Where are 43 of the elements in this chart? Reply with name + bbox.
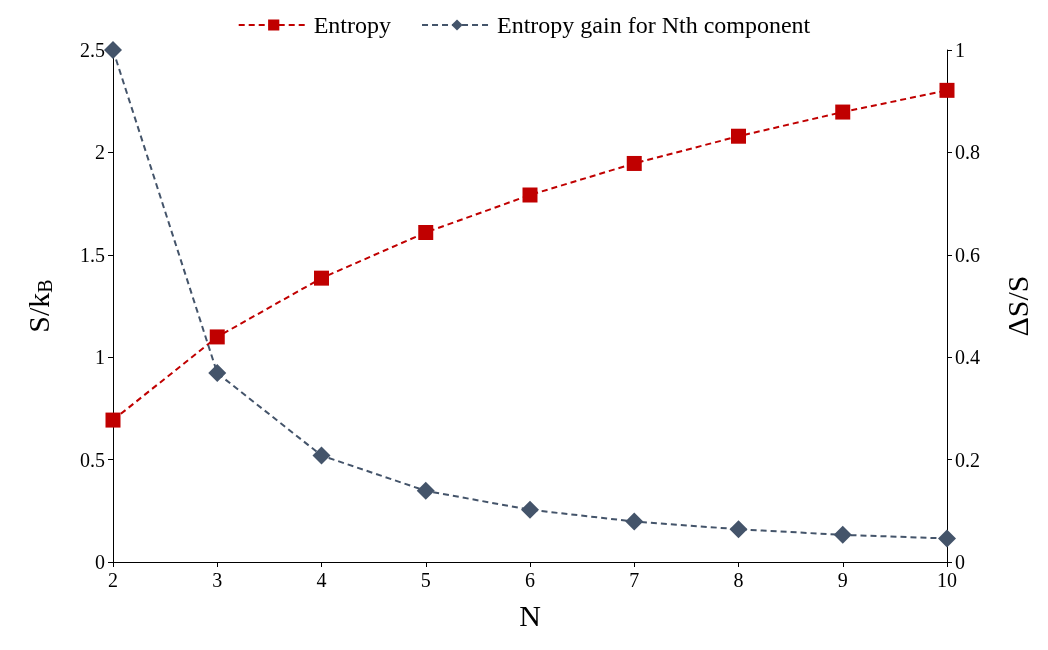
point	[104, 41, 122, 59]
x-tick-label: 10	[937, 569, 957, 591]
y-tick-label: 0.5	[80, 448, 105, 471]
y2-tick-label: 0.4	[955, 346, 980, 369]
legend-label: Entropy gain for Nth component	[497, 12, 811, 38]
point	[625, 512, 644, 531]
point	[418, 224, 434, 240]
point	[938, 529, 956, 548]
x-tick-label: 6	[525, 569, 535, 591]
point	[314, 270, 329, 286]
y2-tick-label: 0.8	[955, 141, 980, 164]
x-tick-label: 8	[733, 569, 744, 591]
y-tick-label: 2	[95, 141, 105, 164]
x-tick-label: 5	[420, 569, 431, 591]
y2-tick-label: 0	[955, 551, 965, 573]
point	[209, 329, 225, 345]
point	[522, 187, 538, 203]
x-tick-label: 9	[837, 569, 848, 591]
point	[312, 446, 331, 465]
point	[416, 481, 435, 500]
x-tick-label: 3	[212, 569, 223, 591]
point	[939, 82, 955, 98]
x-axis-title: N	[519, 598, 541, 632]
point	[729, 520, 748, 539]
point	[731, 128, 746, 144]
legend-label: Entropy	[313, 12, 392, 38]
point	[833, 525, 852, 544]
y2-tick-label: 0.6	[955, 243, 980, 266]
point	[835, 104, 851, 120]
point	[105, 412, 121, 428]
y2-tick-label: 0.2	[955, 448, 980, 471]
point	[208, 364, 227, 383]
x-tick-label: 4	[316, 569, 327, 591]
y-tick-label: 1	[95, 346, 105, 369]
y-tick-label: 2.5	[80, 39, 105, 61]
point	[626, 155, 642, 171]
y-tick-label: 1.5	[80, 243, 105, 266]
y-axis-title: S/kB	[21, 279, 56, 333]
y2-tick-label: 1	[955, 39, 965, 61]
y-tick-label: 0	[95, 551, 105, 573]
point	[521, 500, 539, 519]
x-tick-label: 7	[629, 569, 640, 591]
y2-axis-title: ΔS/S	[1000, 275, 1034, 337]
